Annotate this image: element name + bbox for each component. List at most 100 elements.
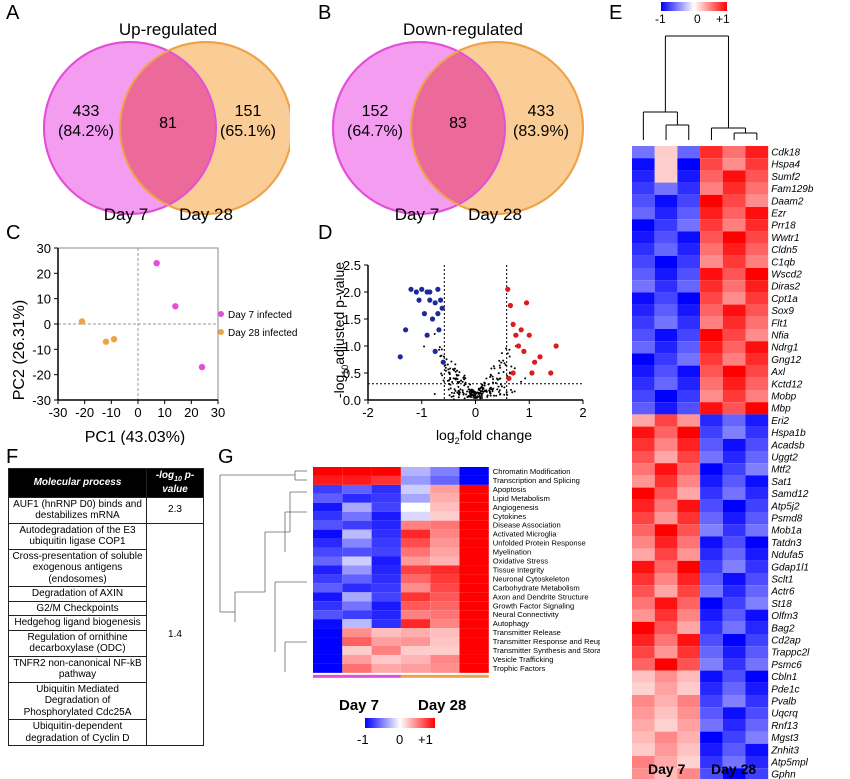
heatmap-g-cell bbox=[459, 475, 489, 485]
heatmap-e-gene-label: Psmd8 bbox=[771, 514, 803, 525]
heatmap-g-cell bbox=[400, 511, 431, 521]
heatmap-e-colorbar bbox=[661, 2, 727, 11]
volcano-ns-point bbox=[481, 384, 484, 387]
pca-legend-day28-marker bbox=[218, 329, 224, 335]
heatmap-e-gene-label: Pvalb bbox=[771, 697, 796, 708]
volcano-down-point bbox=[427, 297, 433, 303]
volcano-down-point bbox=[408, 286, 414, 292]
heatmap-e-cell bbox=[722, 707, 746, 720]
heatmap-e-cell bbox=[745, 634, 769, 647]
heatmap-e-cell bbox=[745, 182, 769, 195]
heatmap-e-cell bbox=[677, 207, 701, 220]
heatmap-e-cell bbox=[722, 158, 746, 171]
heatmap-g-cell bbox=[313, 484, 343, 494]
venn-down-mid: 83 bbox=[449, 115, 467, 132]
heatmap-e-cell bbox=[700, 743, 723, 756]
volcano-ns-point bbox=[469, 390, 472, 393]
heatmap-e-cell bbox=[677, 670, 701, 683]
volcano-ns-point bbox=[504, 363, 507, 366]
heatmap-e-gene-label: Ezr bbox=[771, 209, 787, 220]
heatmap-e-cell bbox=[722, 743, 746, 756]
heatmap-g-cell bbox=[342, 601, 372, 611]
heatmap-e-cell bbox=[722, 390, 746, 403]
heatmap-g-day28-label: Day 28 bbox=[418, 697, 467, 714]
volcano-ns-point bbox=[473, 392, 476, 395]
heatmap-e-cell bbox=[654, 146, 678, 159]
volcano-down-point bbox=[432, 348, 438, 354]
heatmap-e-cell bbox=[654, 475, 678, 488]
heatmap-e-gene-label: Mob1a bbox=[771, 526, 802, 537]
heatmap-e-cell bbox=[722, 475, 746, 488]
heatmap-e-cell bbox=[654, 658, 678, 671]
pca-ytick-label: 0 bbox=[44, 317, 51, 332]
heatmap-e-cell bbox=[700, 719, 723, 732]
heatmap-g-cell bbox=[459, 511, 489, 521]
volcano-xtick-label: 0 bbox=[472, 405, 479, 420]
heatmap-g-cell bbox=[400, 467, 431, 476]
volcano-ns-point bbox=[505, 391, 508, 394]
heatmap-e-cell bbox=[654, 365, 678, 378]
heatmap-e-cell bbox=[745, 207, 769, 220]
heatmap-g-cell bbox=[313, 610, 343, 620]
volcano-ns-point bbox=[453, 367, 456, 370]
volcano-up-point bbox=[513, 332, 519, 338]
volcano-up-point bbox=[505, 286, 511, 292]
heatmap-e-cell bbox=[632, 219, 655, 232]
volcano-ns-point bbox=[467, 388, 470, 391]
pca-point bbox=[110, 336, 118, 343]
volcano-ns-point bbox=[449, 387, 452, 390]
heatmap-g-cell bbox=[430, 467, 460, 476]
pca-ytick-label: -30 bbox=[32, 393, 51, 408]
heatmap-g-cell bbox=[313, 646, 343, 655]
heatmap-e-cell bbox=[677, 682, 701, 695]
heatmap-g-cell bbox=[371, 547, 401, 557]
pca-point bbox=[198, 363, 206, 371]
heatmap-e-cell bbox=[700, 634, 723, 647]
volcano-ns-point bbox=[454, 389, 457, 392]
heatmap-e-cell bbox=[677, 719, 701, 732]
heatmap-e-cell bbox=[700, 658, 723, 671]
heatmap-e-cell bbox=[654, 743, 678, 756]
volcano-ns-point bbox=[461, 380, 464, 383]
heatmap-g-cell bbox=[430, 511, 460, 521]
volcano-ns-point bbox=[498, 393, 501, 396]
heatmap-g-cell bbox=[342, 646, 372, 655]
volcano-ns-point bbox=[492, 378, 495, 381]
volcano-ns-point bbox=[481, 396, 484, 399]
venn-up-left-label: Day 7 bbox=[104, 205, 148, 224]
heatmap-e-gene-label: Olfm3 bbox=[771, 611, 798, 622]
heatmap-e-cell bbox=[654, 621, 678, 634]
heatmap-e-cell bbox=[677, 292, 701, 305]
volcano-ns-point bbox=[457, 389, 460, 392]
heatmap-g-cell bbox=[342, 565, 372, 575]
heatmap-e-cell bbox=[722, 268, 746, 281]
heatmap-g-cell bbox=[342, 637, 372, 646]
heatmap-e-cell bbox=[632, 573, 655, 586]
panel-label-e: E bbox=[609, 2, 623, 24]
heatmap-g-row-label: Transcription and Splicing bbox=[493, 476, 580, 485]
heatmap-e-scale-min: -1 bbox=[655, 12, 666, 26]
heatmap-g-cell bbox=[400, 565, 431, 575]
heatmap-g-cell bbox=[371, 628, 401, 638]
heatmap-g-cell bbox=[313, 502, 343, 512]
heatmap-e-cell bbox=[722, 695, 746, 708]
heatmap-e-cell bbox=[632, 512, 655, 525]
heatmap-e-cell bbox=[654, 438, 678, 451]
heatmap-g-row-label: Vesicle Trafficking bbox=[493, 655, 554, 664]
volcano-up-point bbox=[553, 343, 559, 349]
heatmap-e-cell bbox=[700, 682, 723, 695]
heatmap-e-cell bbox=[654, 158, 678, 171]
volcano-ns-point bbox=[442, 379, 445, 382]
heatmap-g-cell bbox=[400, 601, 431, 611]
pca-xtick-label: -20 bbox=[75, 405, 94, 420]
heatmap-g-cell bbox=[430, 547, 460, 557]
pca-legend-day28: Day 28 infected bbox=[228, 328, 298, 339]
volcano-down-point bbox=[429, 316, 436, 322]
heatmap-g-cell bbox=[430, 556, 460, 566]
heatmap-e-gene-label: Sat1 bbox=[771, 477, 792, 488]
heatmap-e-cell bbox=[632, 194, 655, 207]
heatmap-e-cell bbox=[722, 560, 746, 573]
heatmap-e-cell bbox=[745, 670, 769, 683]
heatmap-e-cell bbox=[677, 304, 701, 317]
heatmap-g-row-label: Axon and Dendrite Structure bbox=[493, 592, 589, 601]
